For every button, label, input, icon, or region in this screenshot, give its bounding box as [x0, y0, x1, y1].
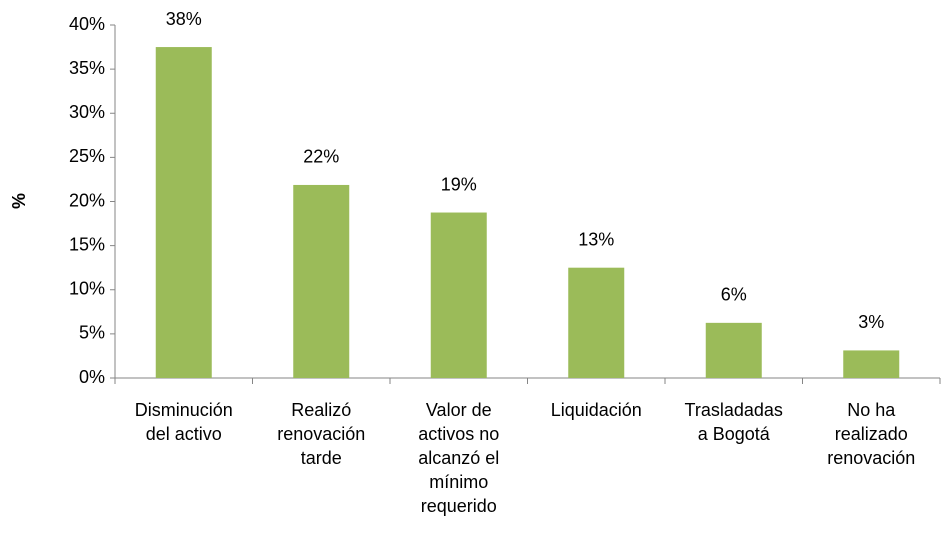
bar — [705, 322, 762, 378]
y-tick-label: 35% — [69, 58, 105, 78]
x-tick-label: Realizó renovación tarde — [277, 400, 366, 468]
y-tick-label: 25% — [69, 146, 105, 166]
bar — [568, 267, 625, 378]
bar — [430, 212, 487, 378]
x-tick-label: Trasladadas a Bogotá — [684, 400, 783, 444]
data-label: 19% — [441, 174, 477, 194]
x-tick-label: Liquidación — [550, 400, 642, 420]
y-tick-label: 20% — [69, 190, 105, 210]
y-tick-label: 15% — [69, 234, 105, 254]
y-axis-title: % — [9, 193, 29, 209]
y-tick-label: 10% — [69, 279, 105, 299]
y-tick-label: 30% — [69, 102, 105, 122]
y-tick-label: 0% — [79, 367, 105, 387]
bar — [293, 184, 350, 378]
y-tick-label: 40% — [69, 14, 105, 34]
data-label: 6% — [721, 285, 747, 305]
data-label: 3% — [858, 312, 884, 332]
bar — [155, 47, 212, 378]
bar — [843, 350, 900, 378]
data-label: 22% — [303, 147, 339, 167]
y-tick-label: 5% — [79, 323, 105, 343]
x-tick-label: Disminución del activo — [134, 400, 233, 444]
data-label: 38% — [166, 9, 202, 29]
data-label: 13% — [578, 229, 614, 249]
x-tick-label: Valor de activos no alcanzó el mínimo re… — [418, 400, 500, 516]
x-tick-label: No ha realizado renovación — [827, 400, 916, 468]
